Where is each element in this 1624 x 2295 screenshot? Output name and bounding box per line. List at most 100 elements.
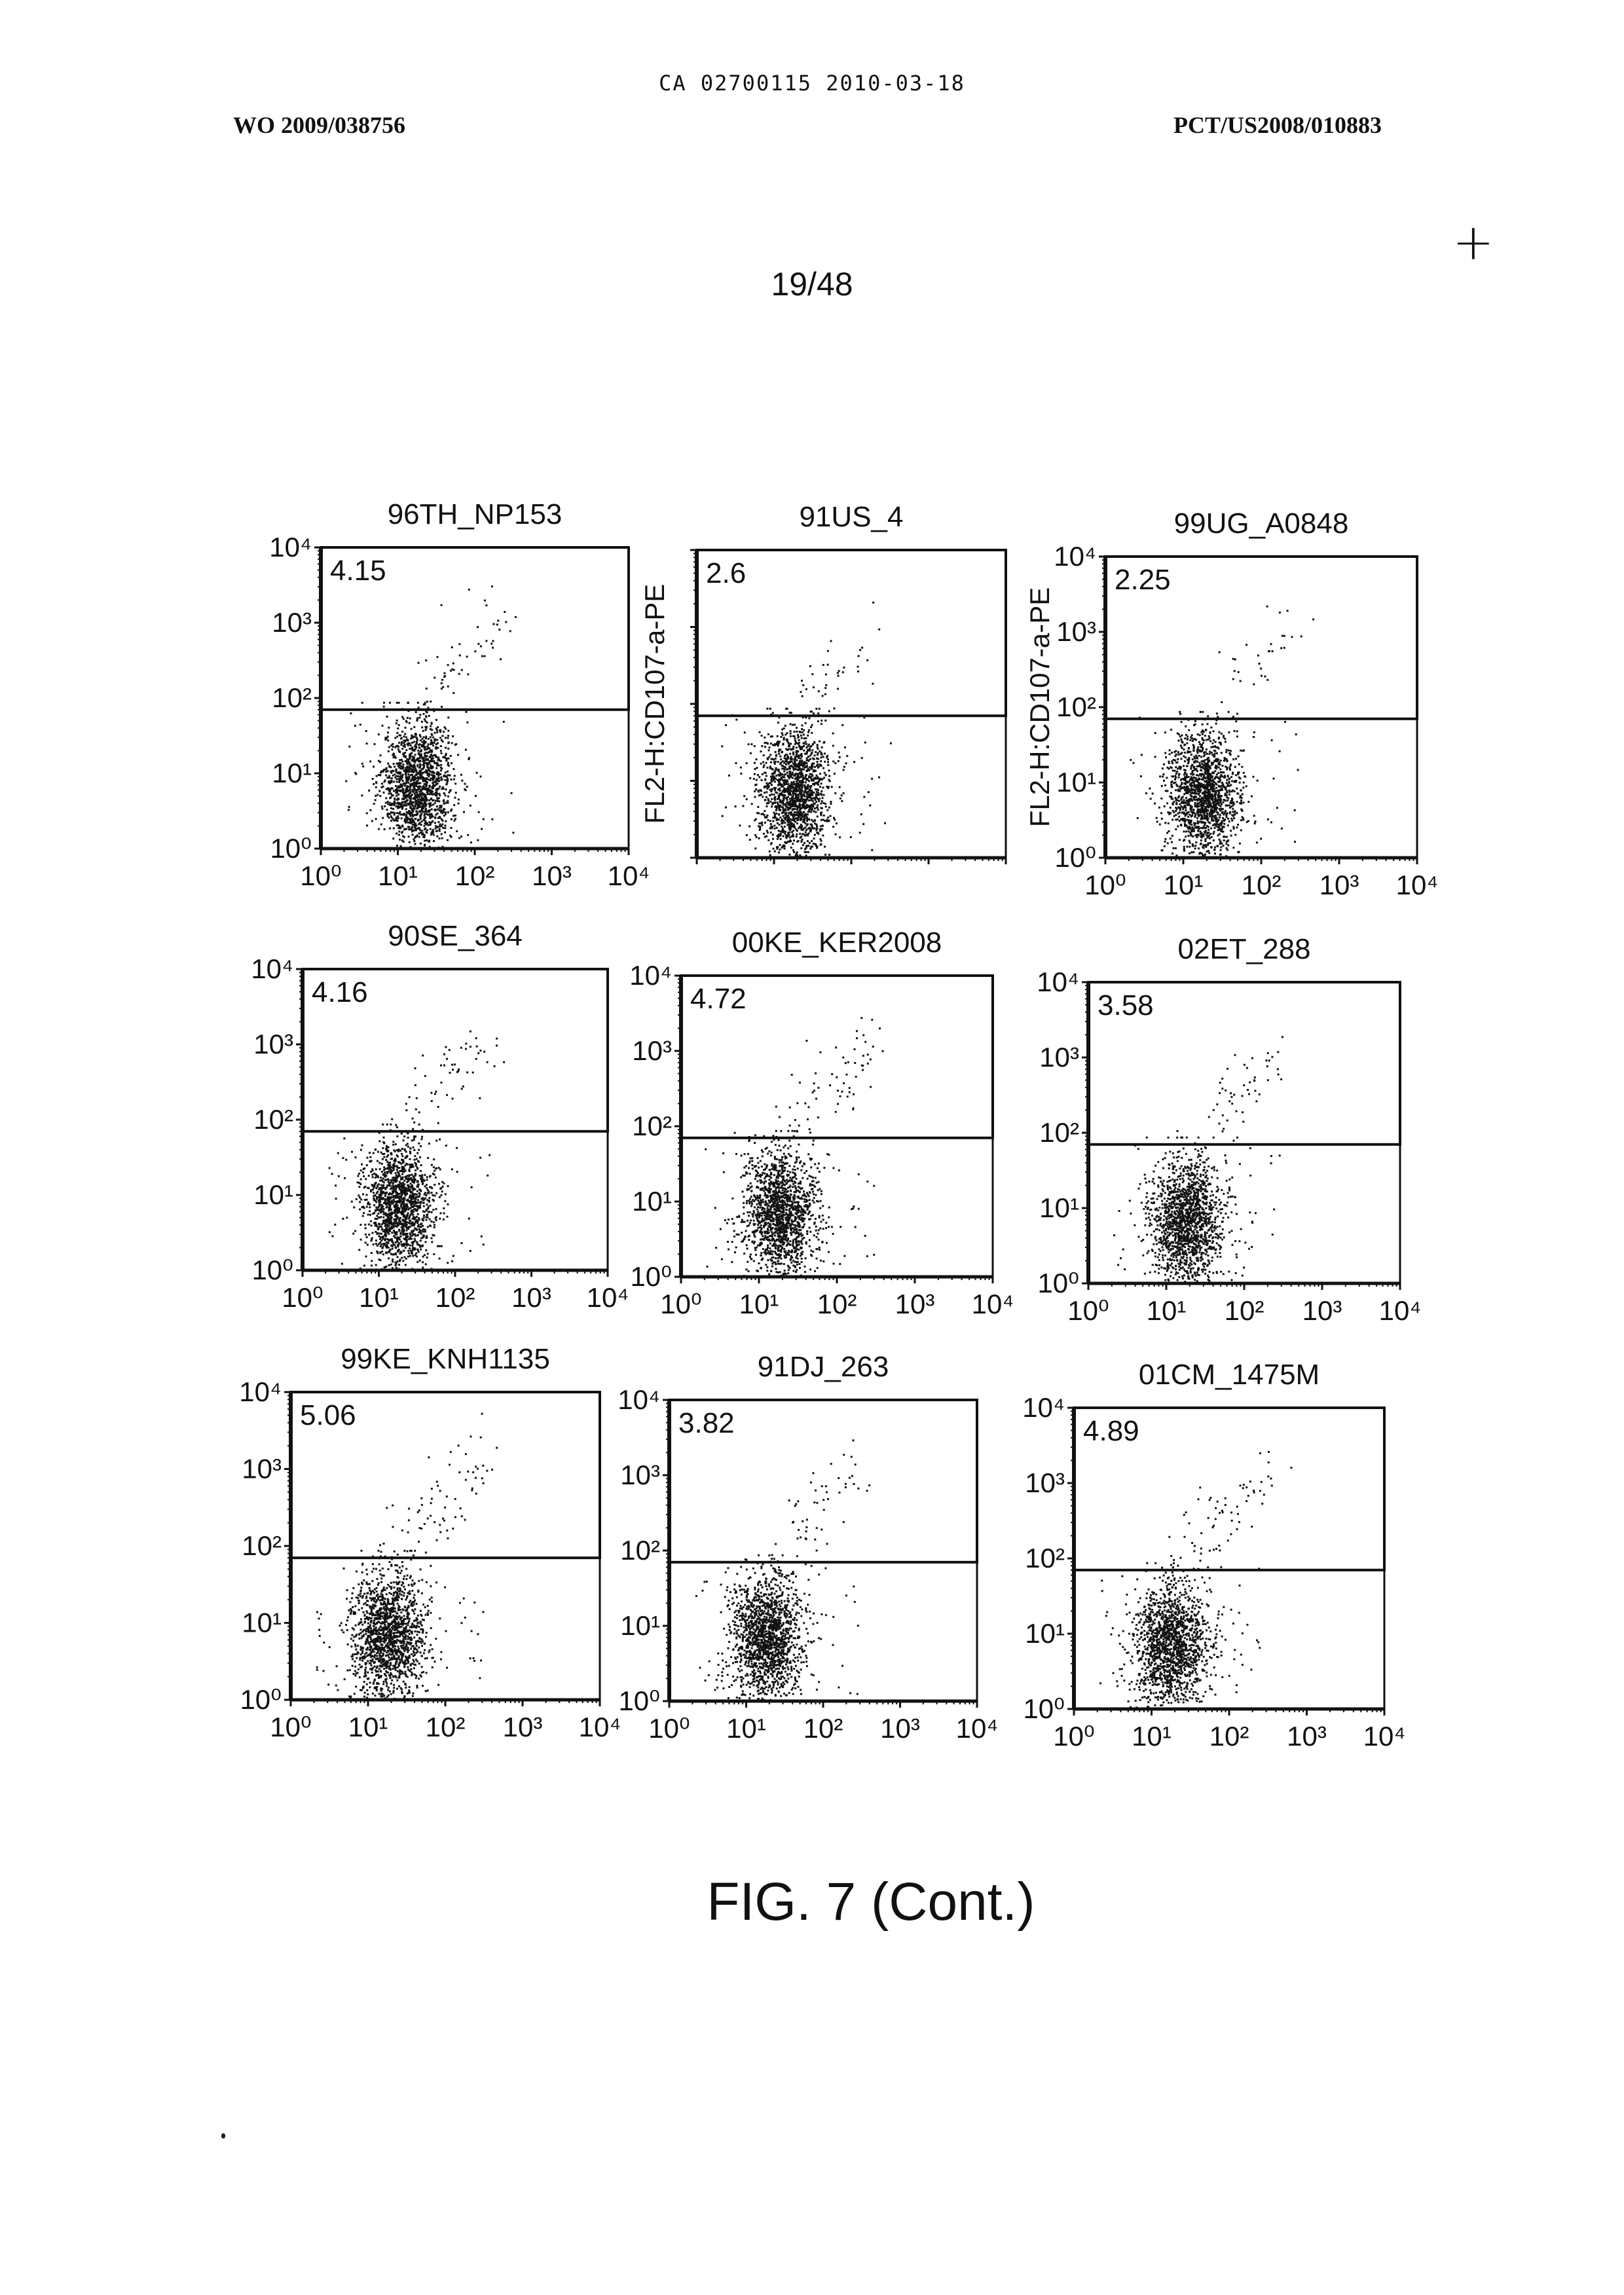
event-dot bbox=[1228, 780, 1230, 782]
event-dot bbox=[832, 760, 834, 762]
event-dot bbox=[425, 780, 427, 782]
event-dot bbox=[1206, 851, 1208, 853]
event-dot bbox=[764, 817, 766, 818]
event-dot bbox=[1214, 798, 1216, 800]
event-dot bbox=[739, 824, 741, 826]
event-dot bbox=[800, 824, 802, 826]
event-dot bbox=[447, 735, 449, 737]
event-dot bbox=[862, 823, 864, 825]
event-dot bbox=[1181, 812, 1183, 814]
event-dot bbox=[823, 794, 825, 796]
event-dot bbox=[428, 773, 430, 775]
event-dot bbox=[774, 789, 776, 791]
event-dot bbox=[485, 604, 487, 606]
event-dot bbox=[1211, 790, 1213, 792]
event-dot bbox=[405, 727, 407, 729]
event-dot bbox=[439, 824, 441, 826]
event-dot bbox=[1212, 746, 1214, 748]
event-dot bbox=[447, 800, 449, 802]
event-dot bbox=[811, 752, 813, 754]
event-dot bbox=[814, 754, 816, 756]
event-dot bbox=[441, 833, 443, 835]
event-dot bbox=[1229, 752, 1231, 754]
event-dot bbox=[790, 811, 792, 813]
event-dot bbox=[1156, 817, 1158, 819]
event-dot bbox=[1181, 797, 1183, 799]
event-dot bbox=[779, 773, 781, 775]
event-dot bbox=[794, 821, 796, 823]
event-dot bbox=[396, 845, 398, 847]
event-dot bbox=[404, 752, 406, 754]
event-dot bbox=[405, 814, 407, 816]
event-dot bbox=[435, 756, 437, 758]
event-dot bbox=[365, 730, 367, 732]
event-dot bbox=[435, 795, 437, 797]
event-dot bbox=[1170, 729, 1172, 731]
event-dot bbox=[810, 811, 812, 813]
event-dot bbox=[835, 834, 837, 835]
event-dot bbox=[420, 824, 422, 826]
event-dot bbox=[1215, 822, 1217, 824]
x-tick-label: 10¹ bbox=[378, 860, 418, 891]
event-dot bbox=[361, 763, 363, 765]
event-dot bbox=[785, 842, 787, 844]
event-dot bbox=[1220, 771, 1222, 773]
event-dot bbox=[401, 744, 403, 746]
event-dot bbox=[1204, 822, 1206, 824]
x-tick-label: 10² bbox=[1242, 870, 1282, 900]
event-dot bbox=[1213, 730, 1215, 732]
event-dot bbox=[1200, 818, 1202, 820]
event-dot bbox=[1214, 827, 1216, 829]
event-dot bbox=[813, 686, 815, 688]
event-dot bbox=[1232, 758, 1234, 760]
event-dot bbox=[1204, 772, 1206, 774]
event-dot bbox=[492, 647, 494, 649]
event-dot bbox=[410, 774, 412, 776]
event-dot bbox=[1210, 828, 1212, 830]
event-dot bbox=[1255, 820, 1257, 822]
event-dot bbox=[819, 708, 821, 710]
event-dot bbox=[758, 825, 760, 827]
event-dot bbox=[1235, 758, 1237, 760]
event-dot bbox=[443, 800, 445, 802]
event-dot bbox=[392, 775, 394, 777]
event-dot bbox=[802, 765, 804, 767]
event-dot bbox=[1184, 737, 1186, 739]
event-dot bbox=[433, 834, 435, 836]
event-dot bbox=[805, 737, 807, 739]
event-dot bbox=[1196, 827, 1198, 829]
event-dot bbox=[427, 814, 429, 816]
event-dot bbox=[779, 790, 781, 792]
event-dot bbox=[442, 756, 444, 758]
event-dot bbox=[765, 785, 767, 787]
event-dot bbox=[454, 782, 456, 784]
event-dot bbox=[794, 768, 796, 770]
event-dot bbox=[837, 672, 839, 674]
event-dot bbox=[445, 820, 447, 822]
event-dot bbox=[1201, 814, 1203, 816]
event-dot bbox=[820, 760, 822, 762]
event-dot bbox=[409, 795, 411, 797]
event-dot bbox=[827, 764, 829, 766]
event-dot bbox=[866, 659, 868, 661]
event-dot bbox=[1224, 757, 1226, 759]
event-dot bbox=[1198, 811, 1200, 813]
event-dot bbox=[800, 835, 802, 837]
event-dot bbox=[767, 832, 769, 834]
event-dot bbox=[451, 836, 452, 838]
event-dot bbox=[1170, 792, 1172, 794]
event-dot bbox=[811, 673, 813, 675]
event-dot bbox=[798, 827, 800, 829]
event-dot bbox=[400, 767, 402, 769]
event-dot bbox=[1175, 782, 1177, 784]
x-tick-label: 10⁰ bbox=[1084, 870, 1126, 900]
event-dot bbox=[759, 829, 761, 831]
y-tick-label: 10² bbox=[1056, 691, 1096, 722]
event-dot bbox=[415, 792, 417, 794]
event-dot bbox=[390, 807, 392, 809]
event-dot bbox=[1228, 820, 1230, 822]
event-dot bbox=[1179, 767, 1181, 769]
event-dot bbox=[1279, 750, 1281, 752]
event-dot bbox=[1232, 773, 1234, 775]
event-dot bbox=[750, 752, 752, 754]
